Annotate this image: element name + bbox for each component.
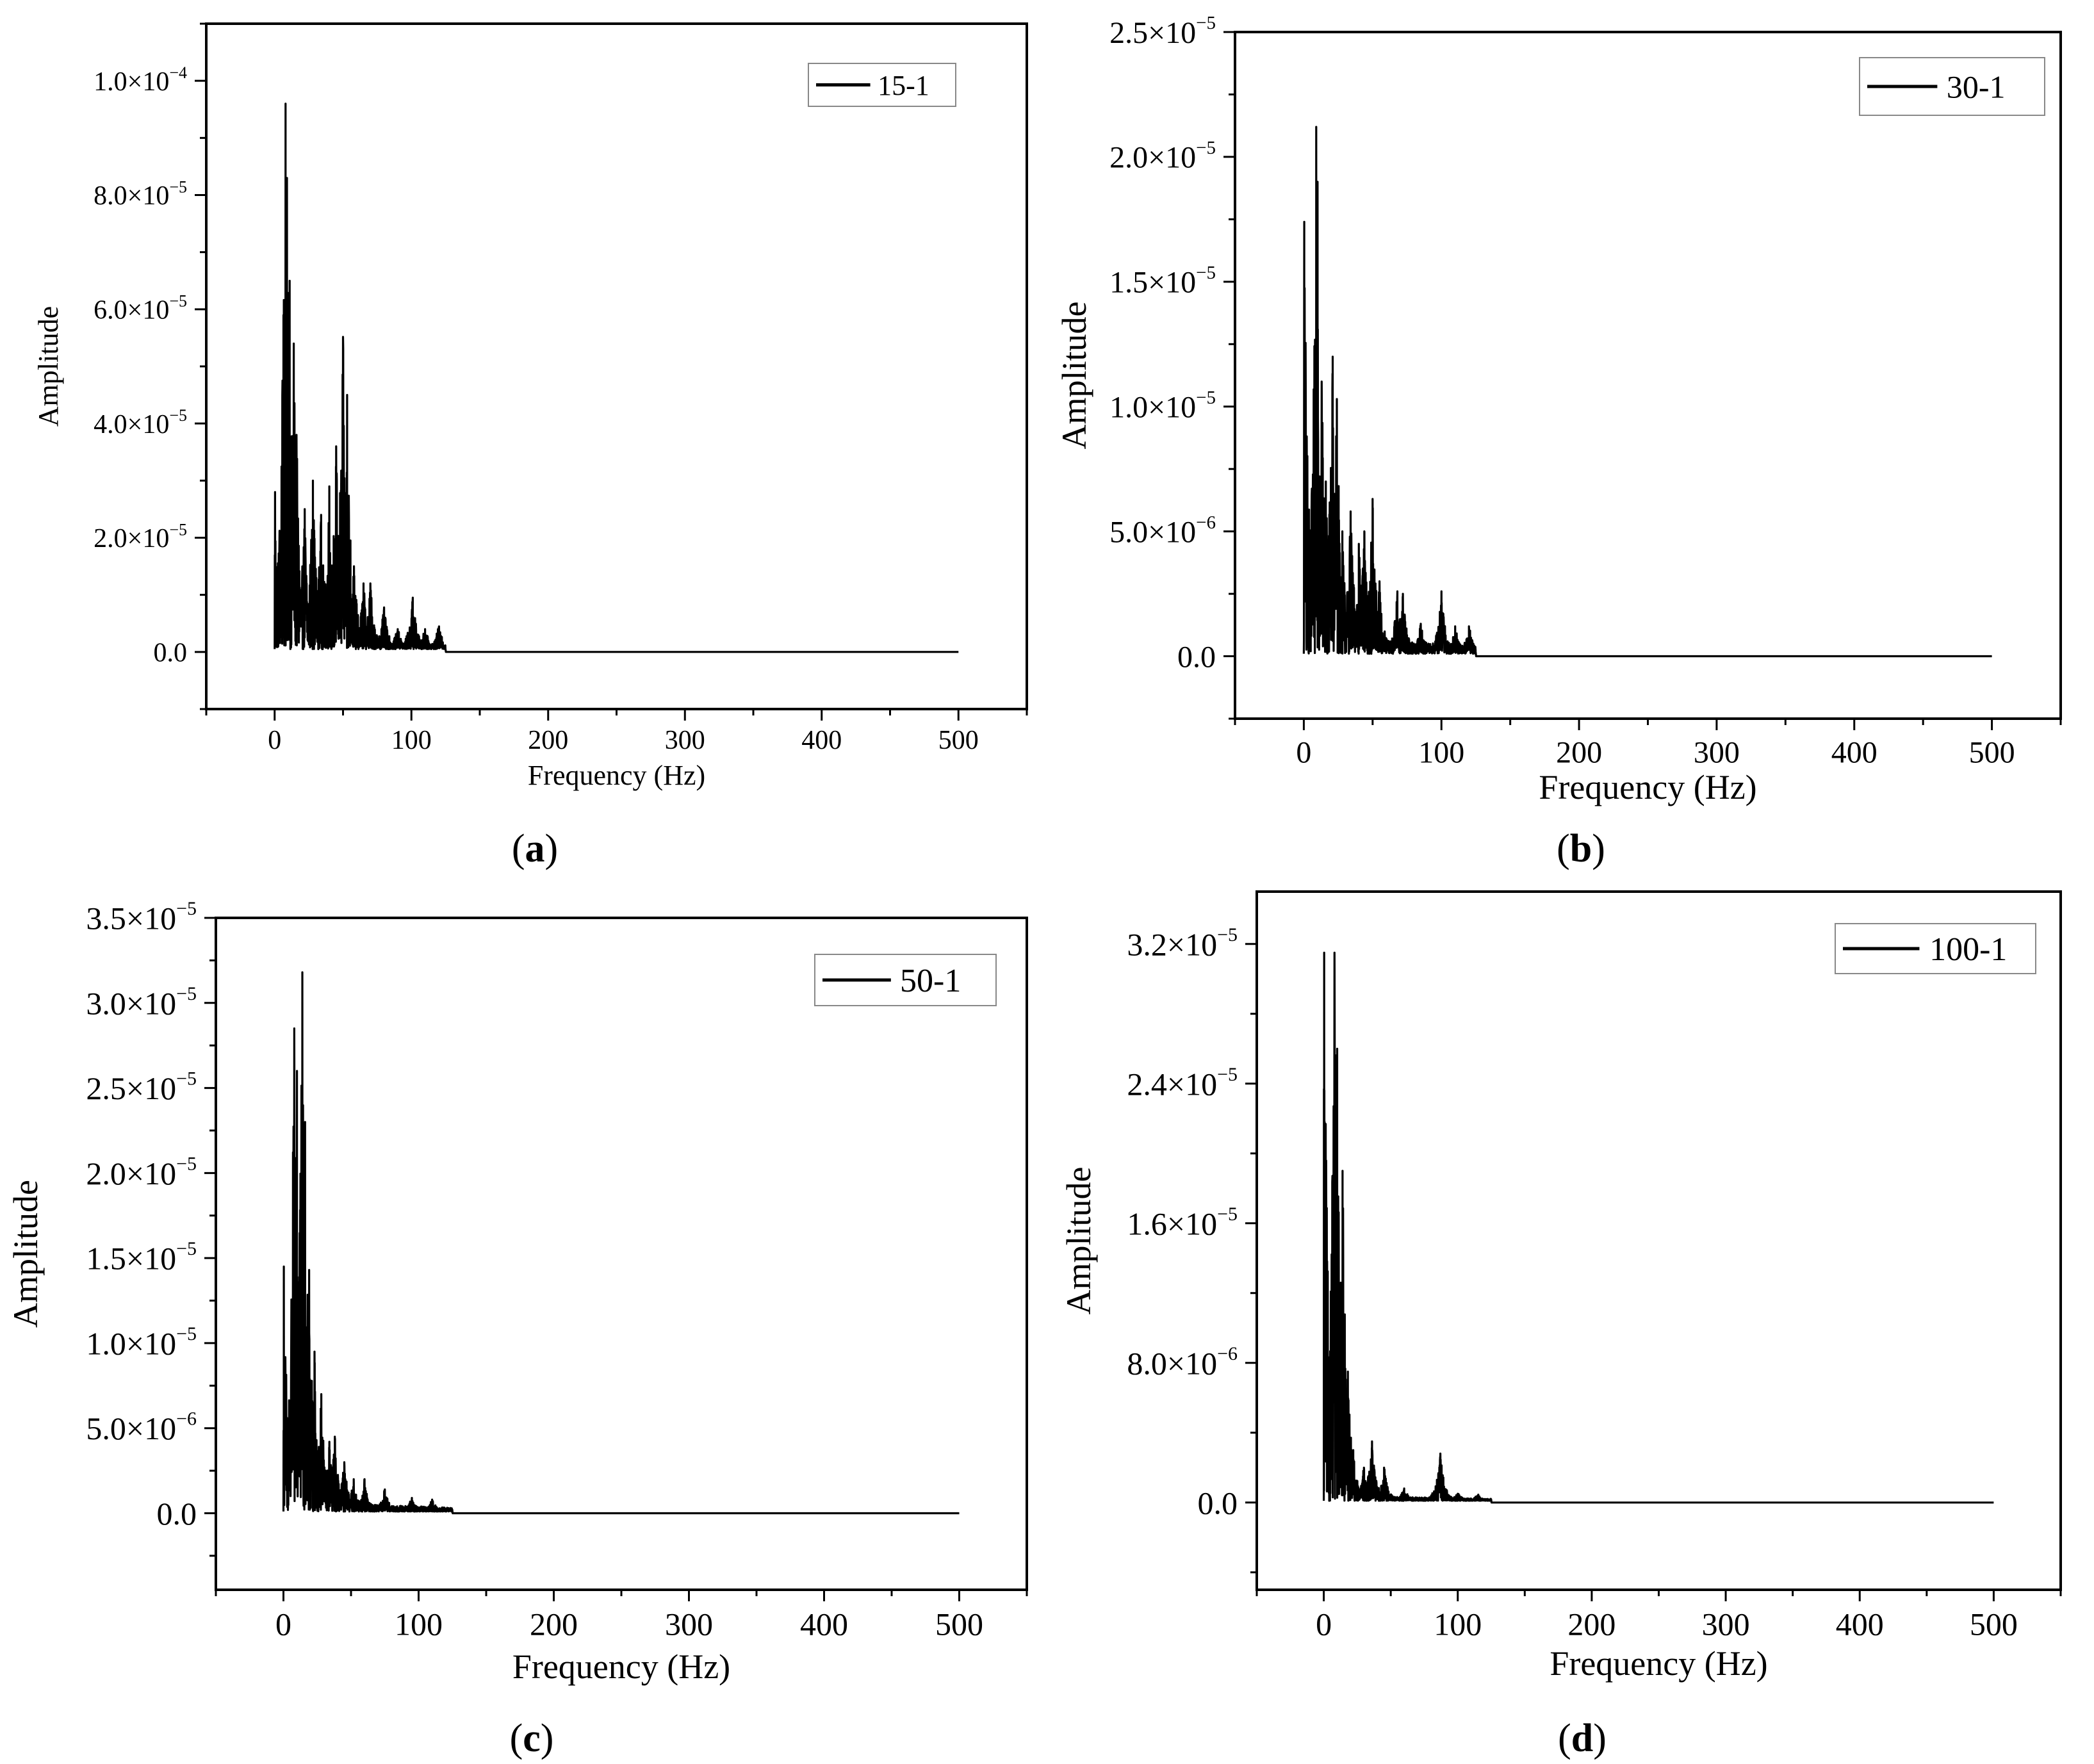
y-tick-label: 1.5×10−5: [1109, 263, 1216, 300]
y-tick-label: 1.0×10−5: [1109, 388, 1216, 425]
y-tick-label: 2.0×10−5: [94, 520, 187, 553]
x-axis-title: Frequency (Hz): [528, 760, 705, 791]
y-tick-label: 1.0×10−4: [94, 63, 187, 97]
panel-a: 0 100 200 300 400 500 0.0 2.0×10−5 4.0×10−5 6.0×1…: [33, 22, 1028, 870]
series-line-100-1: [1323, 951, 1994, 1504]
x-tick-label: 200: [530, 1606, 578, 1642]
x-tick-label: 200: [1556, 735, 1602, 769]
y-axis-title: Amplitude: [6, 1180, 45, 1328]
series-line-30-1: [1302, 126, 1992, 658]
panel-caption: (b): [1557, 827, 1605, 870]
panel-c: 0 100 200 300 400 500 0.0 5.0×10−6 1.0×10−5 1.5×1…: [6, 898, 1028, 1760]
x-tick-label: 400: [1831, 735, 1877, 769]
y-axis-title: Amplitude: [33, 306, 64, 427]
y-tick-label: 0.0: [157, 1496, 197, 1531]
x-tick-label: 300: [665, 726, 705, 755]
y-tick-label: 8.0×10−6: [1127, 1343, 1238, 1382]
x-tick-label: 200: [528, 726, 568, 755]
y-tick-label: 3.5×10−5: [86, 898, 197, 936]
x-tick-label: 400: [1836, 1606, 1884, 1642]
y-tick-label: 8.0×10−5: [94, 177, 187, 211]
y-tick-label: 0.0: [1177, 640, 1216, 674]
series-line-50-1: [282, 971, 960, 1515]
legend: 50-1: [814, 954, 997, 1006]
legend: 100-1: [1835, 923, 2036, 974]
y-axis-title: Amplitude: [1059, 1167, 1098, 1315]
x-tick-label: 100: [1434, 1606, 1482, 1642]
x-axis-title: Frequency (Hz): [1539, 768, 1756, 806]
x-tick-label: 500: [935, 1606, 983, 1642]
legend: 30-1: [1859, 57, 2045, 116]
y-tick-label: 0.0: [154, 639, 188, 668]
x-tick-label: 500: [938, 726, 979, 755]
x-tick-label: 0: [275, 1606, 291, 1642]
y-tick-label: 4.0×10−5: [94, 406, 187, 439]
x-tick-label: 100: [1418, 735, 1464, 769]
x-tick-label: 100: [395, 1606, 443, 1642]
y-tick-label: 2.0×10−5: [86, 1153, 197, 1191]
x-tick-label: 400: [801, 726, 842, 755]
y-tick-label: 3.2×10−5: [1127, 924, 1238, 963]
y-tick-label: 2.4×10−5: [1127, 1064, 1238, 1102]
legend-label: 15-1: [878, 70, 929, 101]
y-tick-label: 0.0: [1198, 1485, 1238, 1521]
y-tick-label: 2.5×10−5: [1109, 13, 1216, 50]
x-tick-label: 300: [1694, 735, 1740, 769]
x-tick-label: 500: [1970, 1606, 2018, 1642]
x-tick-label: 300: [665, 1606, 713, 1642]
y-tick-label: 3.0×10−5: [86, 983, 197, 1022]
x-axis-title: Frequency (Hz): [512, 1647, 730, 1686]
x-tick-label: 400: [800, 1606, 848, 1642]
legend: 15-1: [808, 63, 956, 107]
panel-caption: (c): [510, 1717, 554, 1760]
panel-caption: (a): [512, 827, 558, 870]
y-tick-label: 2.0×10−5: [1109, 138, 1216, 175]
y-axis-title: Amplitude: [1055, 302, 1093, 450]
y-tick-label: 1.6×10−5: [1127, 1204, 1238, 1242]
x-axis-title: Frequency (Hz): [1550, 1644, 1767, 1683]
x-tick-label: 500: [1969, 735, 2015, 769]
legend-label: 100-1: [1929, 931, 2007, 968]
y-tick-label: 6.0×10−5: [94, 292, 187, 325]
x-tick-label: 300: [1702, 1606, 1750, 1642]
x-tick-label: 100: [391, 726, 432, 755]
y-tick-label: 5.0×10−6: [86, 1409, 197, 1447]
y-tick-label: 2.5×10−5: [86, 1068, 197, 1107]
panel-b: 0 100 200 300 400 500 0.0 5.0×10−6 1.0×10−5 1.5×1…: [1055, 13, 2062, 870]
y-tick-label: 1.0×10−5: [86, 1323, 197, 1362]
x-tick-label: 200: [1567, 1606, 1615, 1642]
x-tick-label: 0: [1316, 1606, 1332, 1642]
x-tick-label: 0: [1296, 735, 1311, 769]
y-tick-label: 1.5×10−5: [86, 1238, 197, 1277]
panel-d: 0 100 200 300 400 500 0.0 8.0×10−6 1.6×10−5 2.4×1…: [1059, 890, 2062, 1760]
y-tick-label: 5.0×10−6: [1109, 512, 1216, 550]
legend-label: 50-1: [900, 963, 961, 999]
x-tick-label: 0: [268, 726, 281, 755]
series-line-15-1: [274, 102, 959, 653]
panel-caption: (d): [1558, 1717, 1607, 1760]
legend-label: 30-1: [1947, 69, 2006, 105]
